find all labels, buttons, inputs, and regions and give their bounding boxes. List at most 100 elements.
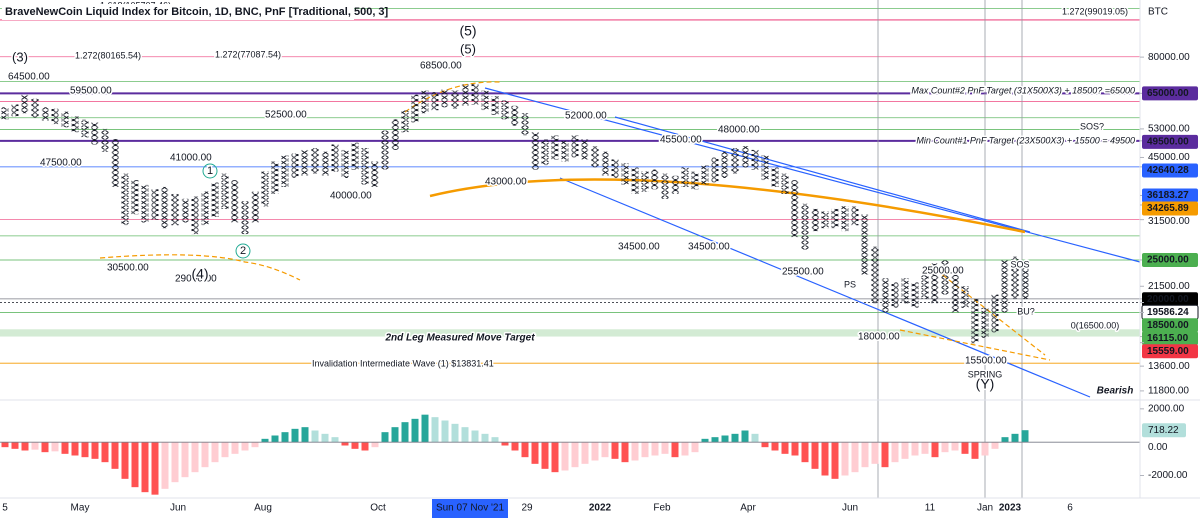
x-tick-label: Jan [977, 503, 993, 514]
pnf-column [361, 148, 369, 185]
pnf-column [651, 169, 659, 190]
pnf-column [221, 173, 229, 209]
osc-bar [621, 442, 629, 463]
osc-bar [211, 442, 219, 463]
x-tick-label: Jun [170, 503, 186, 514]
osc-bar [551, 442, 559, 473]
osc-bar [371, 442, 379, 448]
osc-bar [541, 442, 549, 469]
annotation: 48000.00 [718, 125, 760, 136]
price-tag-label: 42640.28 [1147, 165, 1189, 176]
osc-bar [351, 442, 359, 449]
osc-bar [311, 430, 319, 443]
title-bg [2, 4, 354, 20]
pnf-column [951, 274, 959, 313]
osc-bar [531, 442, 539, 464]
osc-bar [781, 442, 789, 454]
x-tick-label: Feb [653, 503, 671, 514]
pnf-column [461, 84, 469, 106]
annotation: 0(16500.00) [1071, 320, 1120, 330]
pnf-column [251, 191, 259, 223]
axes: 2000.00 0.00 -2000.00 718.22 80000.00 53000.0… [2, 52, 1199, 518]
pnf-column [411, 94, 419, 123]
osc-bar [331, 437, 339, 443]
pnf-column [891, 282, 899, 308]
pnf-column [261, 171, 269, 207]
osc-bar [1021, 430, 1029, 443]
price-tag [1142, 163, 1198, 178]
annotation: SOS [1010, 259, 1029, 269]
pnf-column [141, 184, 149, 223]
osc-bar [361, 442, 369, 451]
pnf-column [81, 119, 89, 138]
annotation: 34500.00 [688, 242, 730, 253]
pnf-column [131, 180, 139, 215]
annotation: 1.272(99019.05) [1062, 6, 1128, 16]
pnf-column [441, 89, 449, 108]
annotation: PS [844, 279, 856, 289]
osc-bar [851, 442, 859, 473]
pnf-column [61, 111, 69, 128]
osc-bar [521, 442, 529, 458]
pnf-column [691, 171, 699, 190]
time-axis [0, 498, 1200, 518]
pnf-column [621, 163, 629, 185]
osc-bar [451, 423, 459, 443]
osc-bar [261, 438, 269, 443]
osc-bar [291, 428, 299, 443]
osc-bar [81, 442, 89, 458]
osc-bar [61, 442, 69, 454]
osc-bar [221, 442, 229, 458]
annotation: 1.272(77087.54) [215, 49, 281, 59]
osc-bar [971, 442, 979, 459]
osc-bar [511, 442, 519, 451]
x-tick-label: Oct [370, 503, 386, 514]
pnf-column [681, 167, 689, 187]
price-tag-label: 49500.00 [1147, 137, 1189, 148]
osc-bar [561, 442, 569, 471]
pnf-column [511, 105, 519, 126]
trend-line [484, 87, 1141, 263]
pnf-column [881, 278, 889, 313]
pnf-column [301, 149, 309, 176]
pnf-column [831, 208, 839, 229]
x-tick-label: 2022 [589, 503, 612, 514]
pnf-column [561, 140, 569, 162]
annotation: (5) [460, 41, 476, 56]
price-tag [1142, 344, 1198, 359]
osc-bar [191, 442, 199, 473]
osc-bar [491, 437, 499, 443]
pnf-column [841, 206, 849, 232]
pnf-column [861, 214, 869, 275]
osc-bar [421, 414, 429, 443]
osc-bar [681, 442, 689, 456]
pnf-column [721, 151, 729, 178]
pnf-column [641, 171, 649, 192]
osc-bar [431, 417, 439, 443]
annotation: SPRING [968, 369, 1003, 379]
x-tick-label: 2023 [999, 503, 1022, 514]
osc-bar [641, 442, 649, 458]
annotation: 40000.00 [330, 191, 372, 202]
pnf-column [181, 198, 189, 223]
pnf-column [11, 104, 19, 117]
pnf-column [161, 186, 169, 229]
pnf-column [961, 286, 969, 308]
pnf-column [671, 175, 679, 194]
pnf-column [1011, 256, 1019, 299]
annotation: 68500.00 [420, 61, 462, 72]
osc-bar [591, 442, 599, 461]
oscillator [0, 414, 1140, 495]
pnf-column [471, 84, 479, 105]
price-tag [1142, 188, 1198, 203]
last-value-tag [1142, 423, 1186, 438]
pnf-column [941, 259, 949, 295]
price-tag [1142, 252, 1198, 267]
osc-bar [171, 442, 179, 483]
osc-bar [271, 435, 279, 443]
y-tick-label: 11800.00 [1148, 386, 1189, 397]
pnf-column [341, 149, 349, 178]
osc-tick-label: -2000.00 [1148, 470, 1188, 481]
pnf-column [931, 263, 939, 304]
pnf-column [801, 203, 809, 250]
